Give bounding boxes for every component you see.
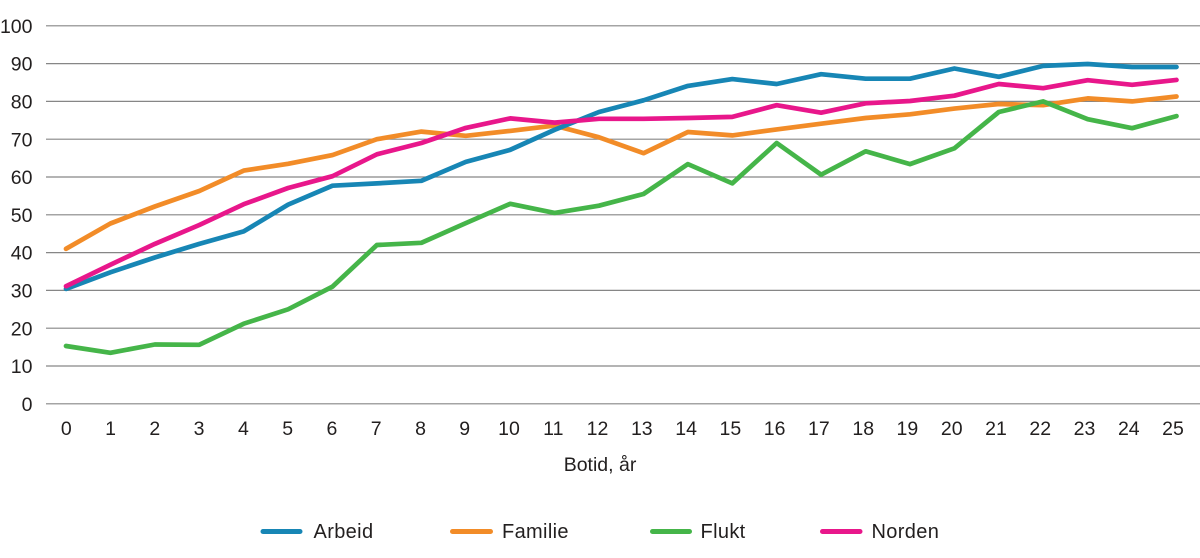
svg-text:Norden: Norden xyxy=(872,521,940,543)
svg-text:18: 18 xyxy=(852,418,874,440)
svg-text:0: 0 xyxy=(22,394,33,416)
svg-text:80: 80 xyxy=(11,92,33,114)
svg-text:13: 13 xyxy=(631,418,653,440)
svg-text:10: 10 xyxy=(11,356,33,378)
svg-text:4: 4 xyxy=(238,418,249,440)
svg-text:9: 9 xyxy=(459,418,470,440)
svg-text:3: 3 xyxy=(194,418,205,440)
svg-text:21: 21 xyxy=(985,418,1007,440)
svg-text:19: 19 xyxy=(897,418,919,440)
svg-text:0: 0 xyxy=(61,418,72,440)
svg-text:17: 17 xyxy=(808,418,830,440)
svg-text:2: 2 xyxy=(149,418,160,440)
svg-text:12: 12 xyxy=(587,418,609,440)
svg-text:Botid, år: Botid, år xyxy=(564,454,637,476)
svg-text:70: 70 xyxy=(11,129,33,151)
svg-text:22: 22 xyxy=(1029,418,1051,440)
svg-text:14: 14 xyxy=(675,418,697,440)
svg-text:40: 40 xyxy=(11,243,33,265)
svg-text:Familie: Familie xyxy=(502,521,569,543)
svg-text:20: 20 xyxy=(941,418,963,440)
svg-text:30: 30 xyxy=(11,281,33,303)
svg-text:90: 90 xyxy=(11,54,33,76)
svg-text:25: 25 xyxy=(1162,418,1184,440)
svg-text:20: 20 xyxy=(11,318,33,340)
svg-text:60: 60 xyxy=(11,167,33,189)
svg-text:6: 6 xyxy=(326,418,337,440)
svg-text:5: 5 xyxy=(282,418,293,440)
svg-text:16: 16 xyxy=(764,418,786,440)
svg-text:Flukt: Flukt xyxy=(701,521,746,543)
svg-text:23: 23 xyxy=(1074,418,1096,440)
svg-text:15: 15 xyxy=(720,418,742,440)
svg-text:7: 7 xyxy=(371,418,382,440)
svg-text:1: 1 xyxy=(105,418,116,440)
svg-text:24: 24 xyxy=(1118,418,1140,440)
svg-text:10: 10 xyxy=(498,418,520,440)
svg-text:Arbeid: Arbeid xyxy=(314,521,374,543)
svg-text:50: 50 xyxy=(11,205,33,227)
svg-text:100: 100 xyxy=(0,16,33,38)
svg-text:8: 8 xyxy=(415,418,426,440)
svg-text:11: 11 xyxy=(543,418,563,440)
